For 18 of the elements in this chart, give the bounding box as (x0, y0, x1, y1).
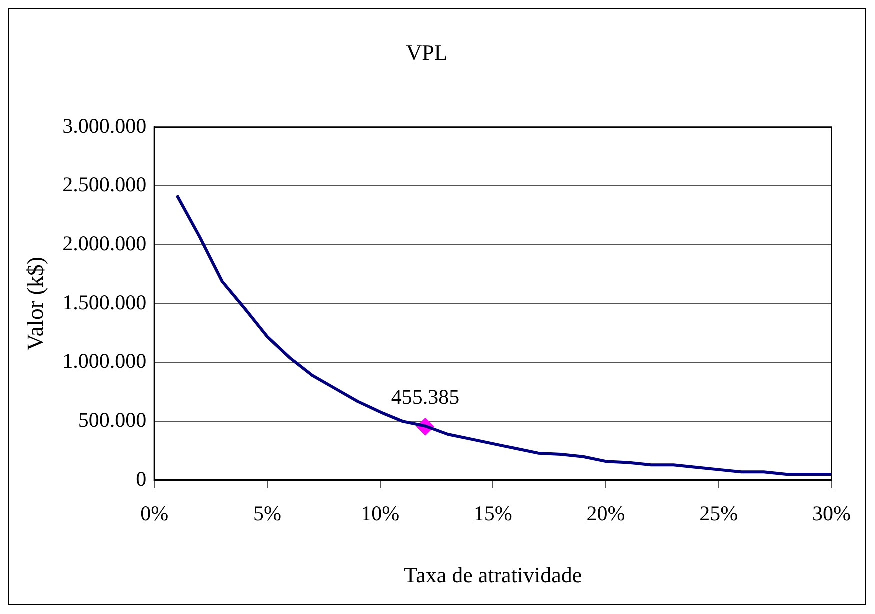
y-tick-label: 1.000.000 (62, 349, 147, 374)
y-tick-label: 500.000 (78, 408, 147, 432)
y-tick-label: 1.500.000 (62, 290, 147, 314)
y-tick-label: 3.000.000 (62, 114, 147, 138)
chart-title: VPL (406, 40, 448, 65)
x-axis-title: Taxa de atratividade (404, 562, 582, 588)
x-tick-label: 5% (253, 502, 282, 526)
y-tick-label: 2.000.000 (62, 232, 147, 256)
data-label: 455.385 (391, 384, 460, 409)
y-tick-label: 0 (136, 466, 147, 491)
x-tick-label: 10% (361, 502, 400, 526)
y-tick-label: 2.500.000 (62, 172, 147, 197)
x-tick-label: 20% (586, 502, 626, 526)
x-tick-label: 15% (474, 502, 512, 526)
x-tick-label: 25% (700, 502, 738, 526)
x-tick-label: 0% (140, 502, 169, 526)
y-axis-title: Valor (k$) (22, 256, 48, 351)
x-tick-label: 30% (812, 502, 852, 526)
